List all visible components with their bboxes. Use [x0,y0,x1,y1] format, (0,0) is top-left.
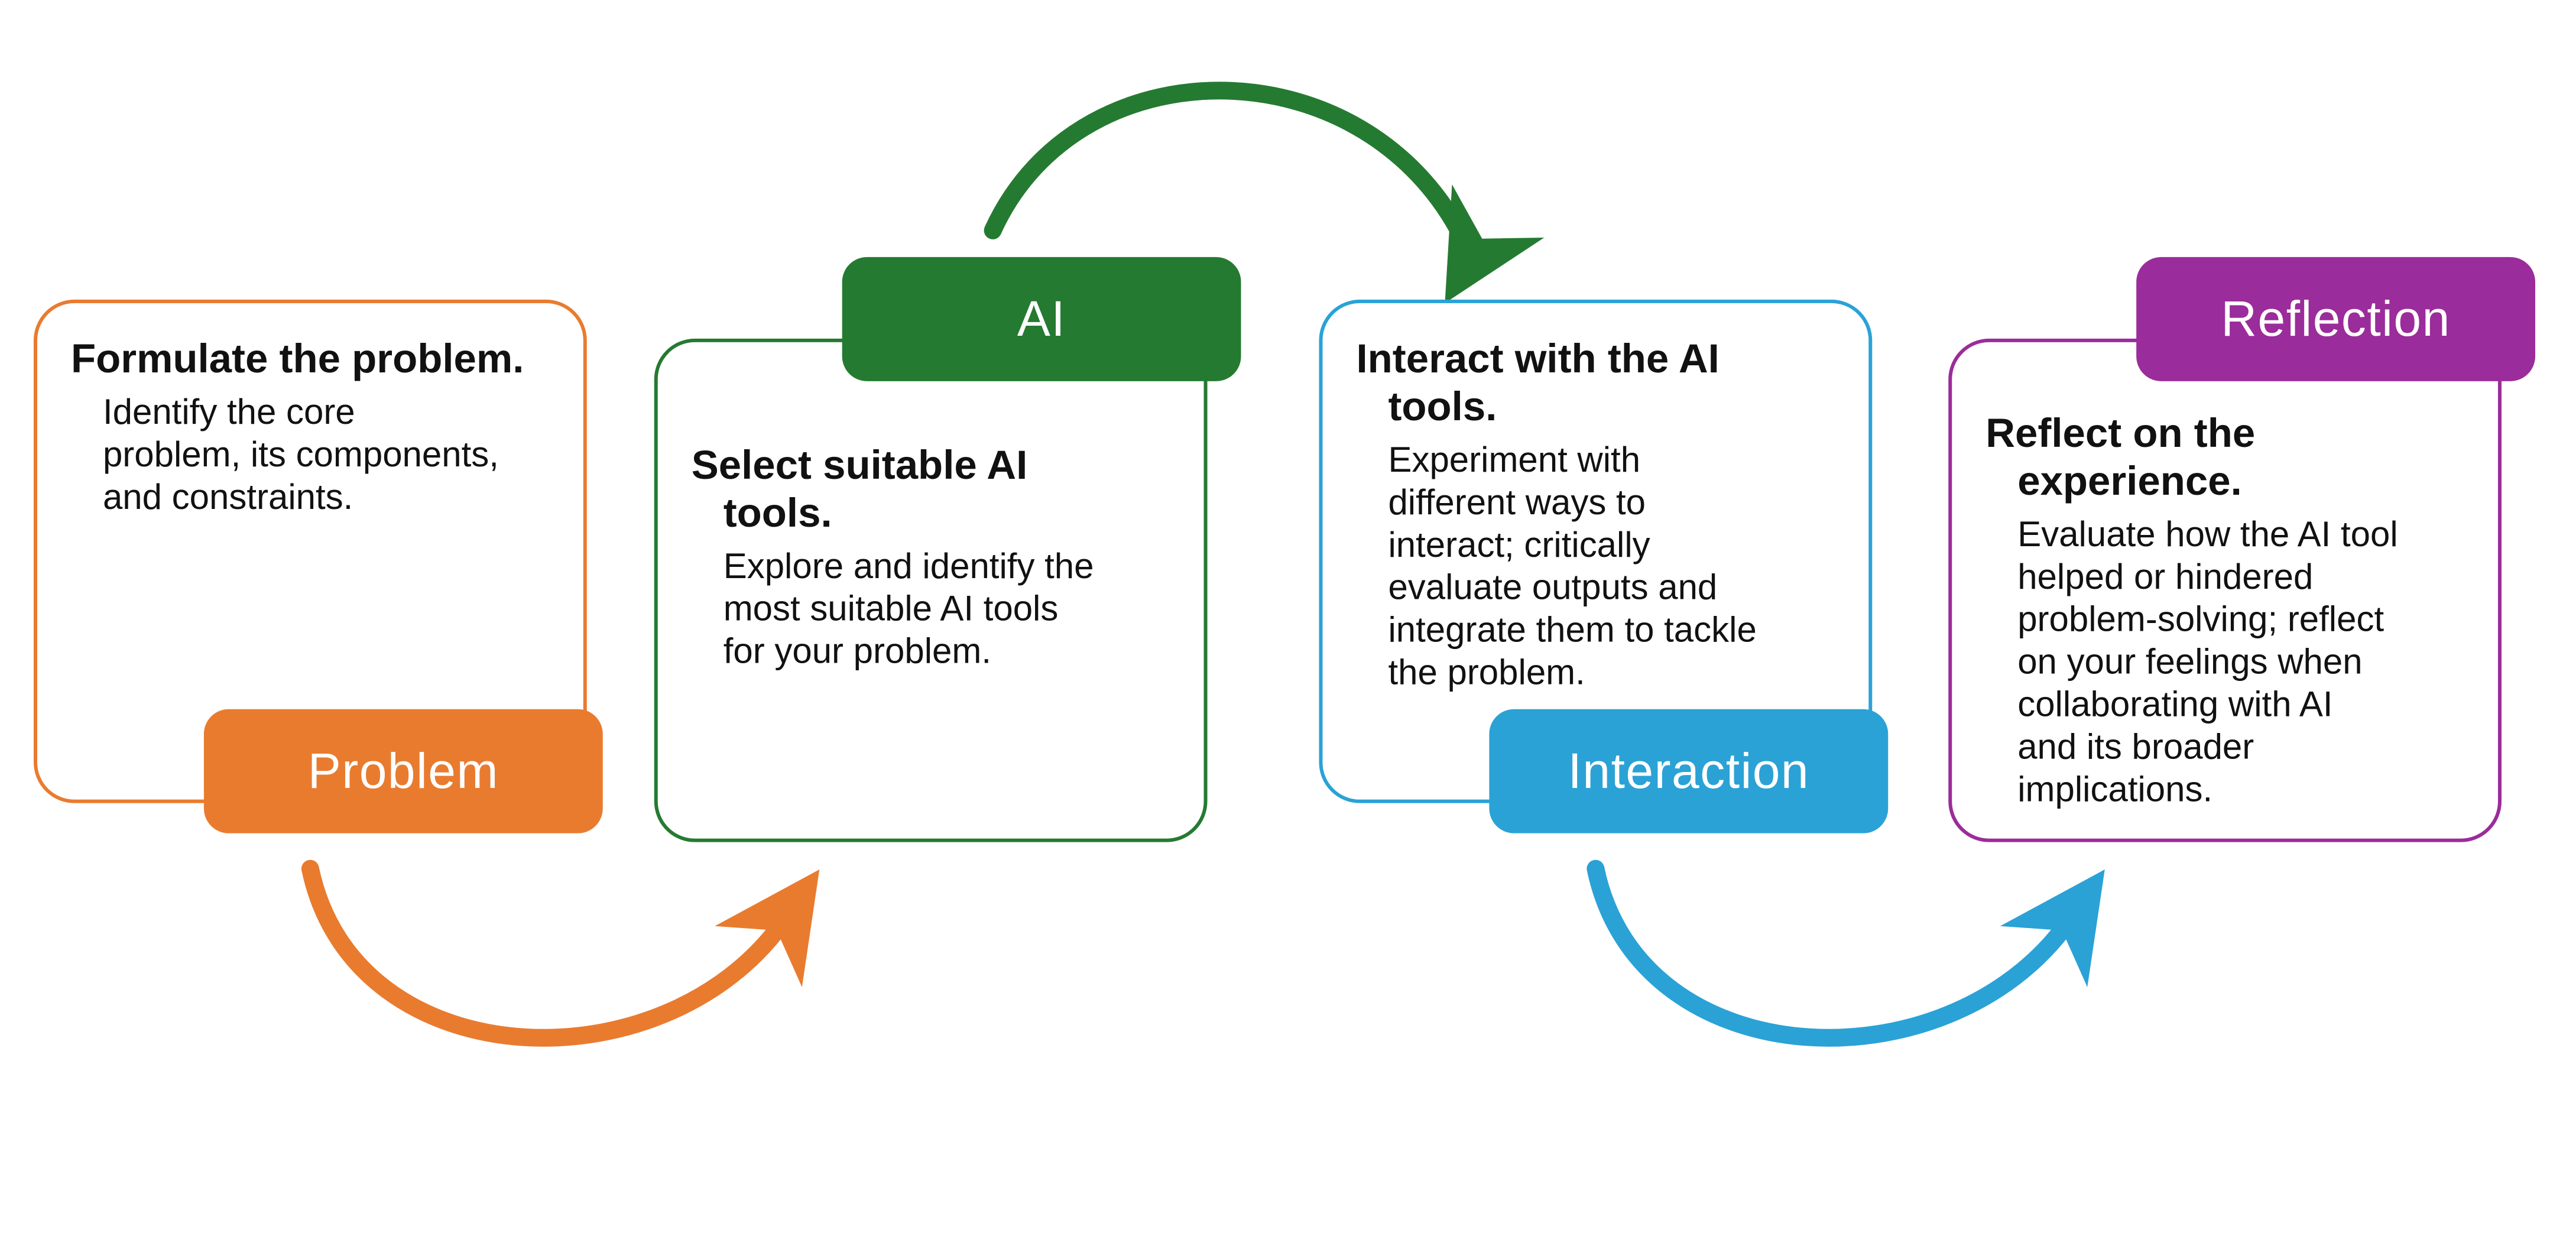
body-reflection-cont: and its broader [2017,727,2254,767]
heading-ai: Select suitable AI [692,442,1028,488]
body-reflection: Evaluate how the AI tool [2017,514,2397,554]
body-reflection-cont: on your feelings when [2017,642,2362,682]
body-ai-cont: most suitable AI tools [724,589,1059,628]
body-interaction: Experiment with [1388,440,1640,479]
body-problem-cont: and constraints. [103,477,353,517]
edge-interaction-to-reflection [1595,869,2074,1038]
body-reflection-cont: problem-solving; reflect [2017,599,2384,639]
body-reflection-cont: collaborating with AI [2017,684,2332,724]
body-interaction-cont: interact; critically [1388,525,1650,565]
heading-problem: Formulate the problem. [71,336,524,381]
edge-ai-to-interaction [993,90,1472,257]
node-interaction: Interaction Interact with the AItools. Exp… [1321,301,1888,833]
heading-reflection: Reflect on the [1985,410,2255,456]
heading-interaction-cont: tools. [1388,384,1497,429]
node-ai: AI Select suitable AItools. Explore and id… [656,257,1241,841]
body-problem: Identify the core [103,392,355,432]
body-problem-cont: problem, its components, [103,434,499,474]
body-interaction-cont: integrate them to tackle [1388,610,1756,650]
body-interaction-cont: different ways to [1388,482,1646,522]
body-interaction-cont: the problem. [1388,653,1585,692]
node-reflection: Reflection Reflect on theexperience. Evalu… [1950,257,2535,841]
badge-label-reflection: Reflection [2221,291,2450,346]
heading-reflection-cont: experience. [2017,458,2242,504]
heading-interaction: Interact with the AI [1356,336,1719,381]
badge-label-interaction: Interaction [1568,743,1810,799]
node-problem: Problem Formulate the problem. Identify th… [35,301,603,833]
body-interaction-cont: evaluate outputs and [1388,567,1717,607]
body-ai: Explore and identify the [724,546,1094,586]
body-ai-cont: for your problem. [724,631,991,671]
heading-ai-cont: tools. [724,490,832,536]
badge-label-problem: Problem [308,743,499,799]
body-reflection-cont: implications. [2017,770,2212,809]
body-reflection-cont: helped or hindered [2017,557,2313,596]
edge-problem-to-ai [310,869,789,1038]
badge-label-ai: AI [1017,291,1066,346]
